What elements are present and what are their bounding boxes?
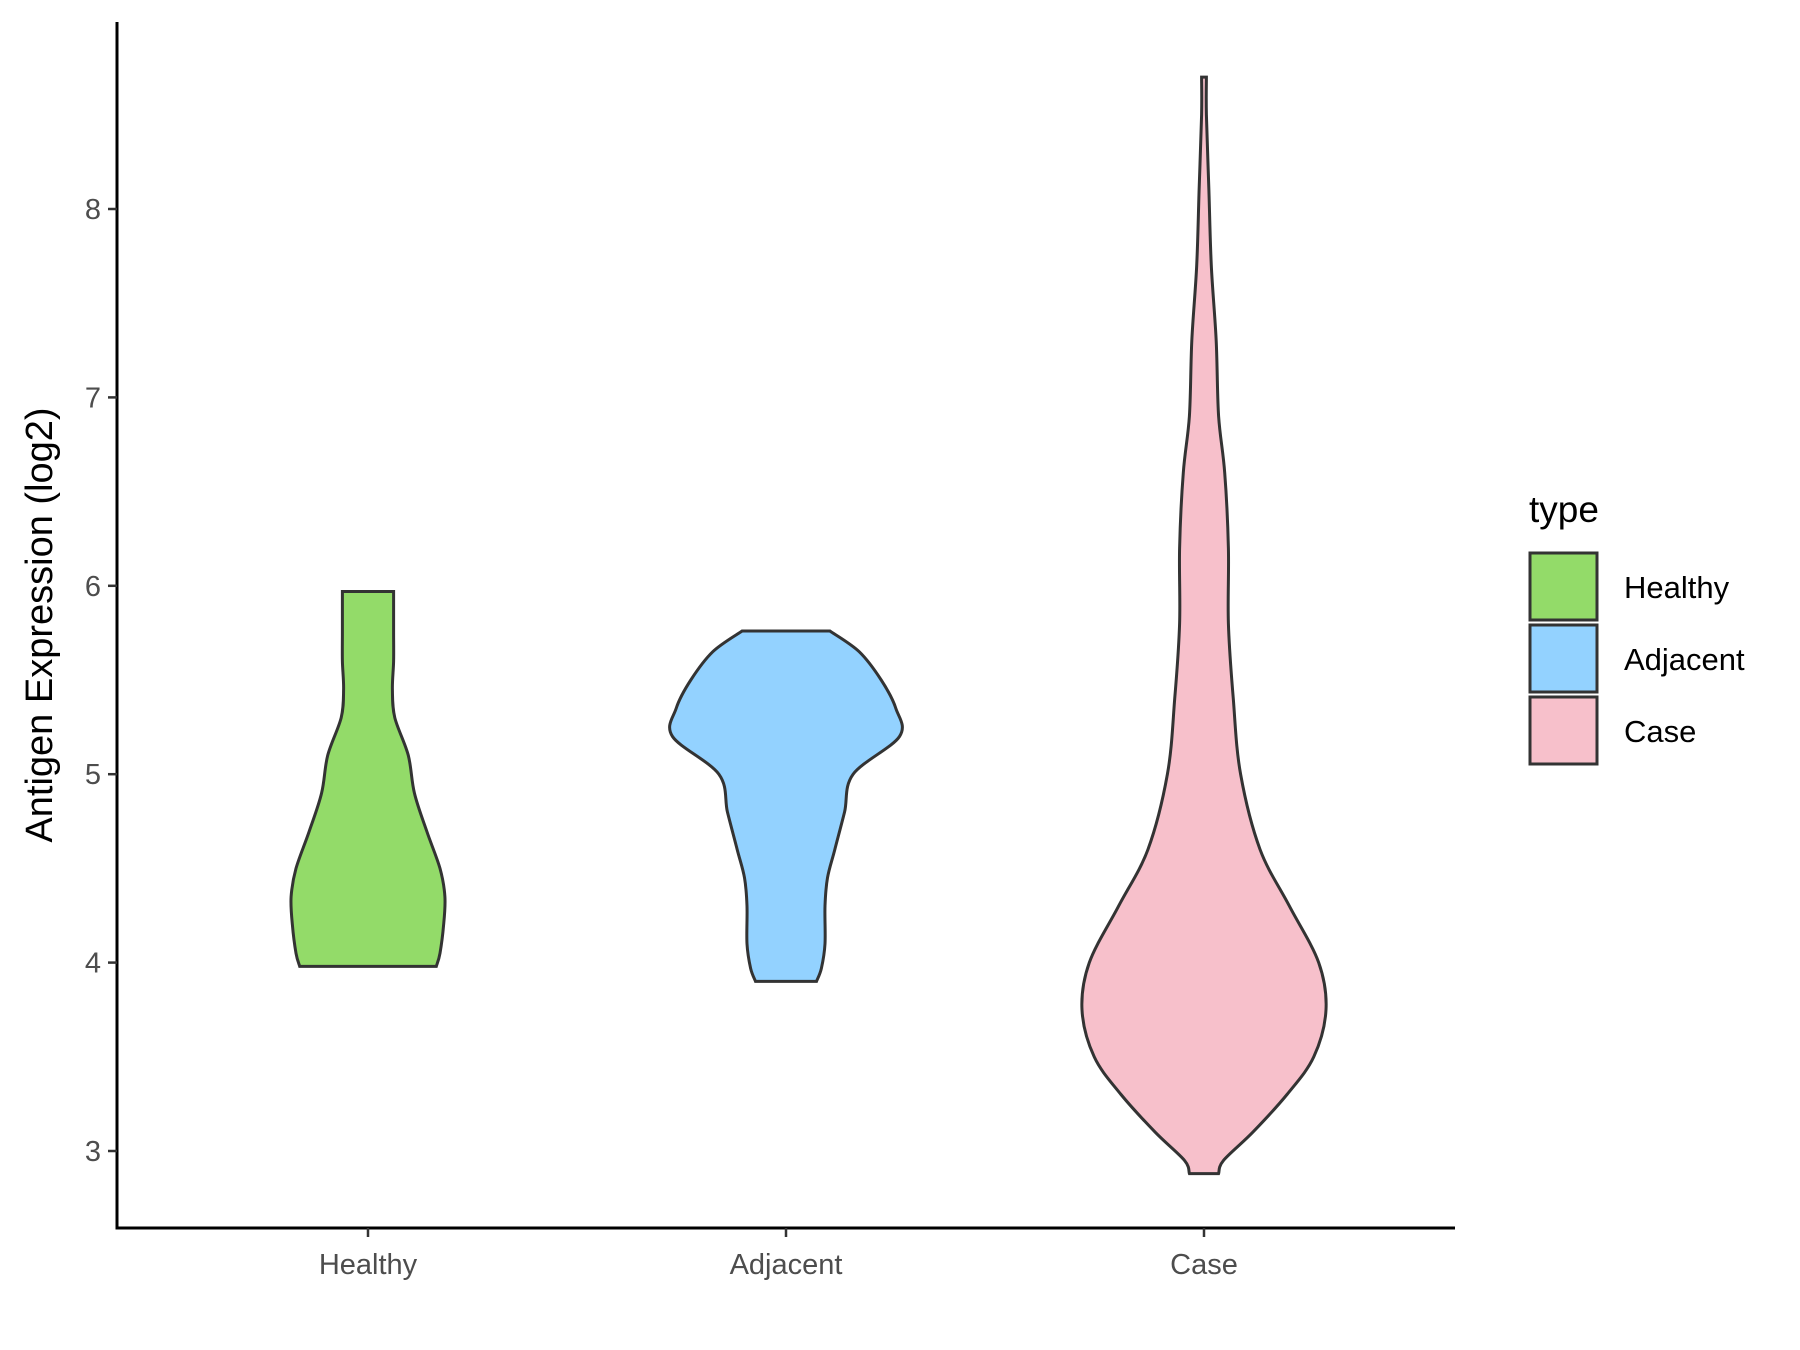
- y-tick-label: 5: [85, 759, 101, 791]
- y-axis-title: Antigen Expression (log2): [19, 407, 61, 842]
- legend-label: Adjacent: [1624, 642, 1745, 677]
- legend-key-healthy: [1528, 551, 1599, 622]
- x-tick-label: Healthy: [319, 1249, 418, 1281]
- violin-adjacent: [668, 629, 904, 983]
- y-axis: 3 4 5 6 7 8: [85, 22, 119, 1228]
- x-axis: Healthy Adjacent Case: [115, 1226, 1455, 1281]
- plot-area: [289, 75, 1328, 1176]
- y-tick-label: 3: [85, 1136, 101, 1168]
- legend-label: Case: [1624, 714, 1696, 749]
- legend-key-case: [1528, 695, 1599, 766]
- x-tick-label: Adjacent: [730, 1249, 843, 1281]
- legend-key-adjacent: [1528, 623, 1599, 694]
- violin-case: [1080, 75, 1328, 1176]
- legend-title: type: [1529, 489, 1599, 530]
- x-tick-label: Case: [1170, 1249, 1238, 1281]
- y-tick-label: 8: [85, 194, 101, 226]
- violin-healthy: [289, 590, 447, 968]
- y-tick-label: 7: [85, 382, 101, 414]
- legend-label: Healthy: [1624, 570, 1730, 605]
- legend: type Healthy Adjacent Case: [1528, 489, 1745, 766]
- y-tick-label: 6: [85, 571, 101, 603]
- y-tick-label: 4: [85, 948, 101, 980]
